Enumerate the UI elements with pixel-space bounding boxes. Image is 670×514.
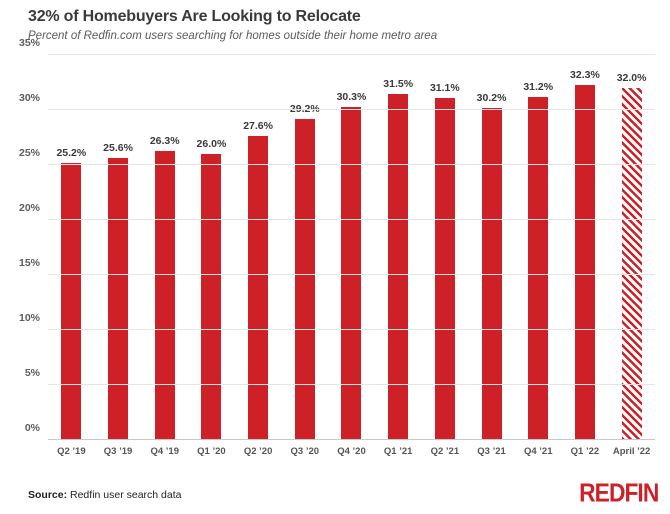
gridline: [48, 109, 655, 110]
bar: [341, 106, 362, 440]
chart-title: 32% of Homebuyers Are Looking to Relocat…: [28, 8, 361, 25]
source-label: Source:: [28, 489, 68, 501]
bar-column: 25.2%: [48, 55, 95, 440]
bar: [294, 118, 315, 440]
bar-value-label: 26.0%: [196, 138, 227, 150]
bar-value-label: 27.6%: [243, 120, 273, 133]
bar-column: 32.0%: [608, 55, 655, 440]
bar-column: 31.2%: [515, 55, 562, 440]
bar: [201, 154, 222, 440]
bar-value-label: 30.2%: [476, 91, 507, 104]
bar-value-label: 30.3%: [336, 90, 367, 103]
y-tick-label: 35%: [18, 37, 40, 49]
bar-value-label: 26.3%: [149, 134, 180, 147]
bars: 25.2% 25.6% 26.3% 26.0% 27.6% 29.2% 30.3% 31.5%…: [48, 55, 655, 440]
bar-column: 25.6%: [95, 55, 142, 440]
bar-column: 31.1%: [422, 55, 469, 440]
y-tick-label: 15%: [18, 257, 40, 269]
y-tick-label: 0%: [24, 422, 40, 434]
y-tick-label: 20%: [18, 202, 40, 214]
y-tick-label: 5%: [24, 367, 40, 379]
bar-value-label: 25.2%: [56, 146, 87, 159]
bar: [481, 107, 502, 440]
gridline: [48, 219, 655, 220]
y-tick-label: 10%: [18, 312, 40, 324]
bar-value-label: 31.2%: [523, 80, 554, 93]
x-tick-label: Q3 ’21: [477, 446, 506, 457]
x-tick-label: Q1 ’22: [570, 446, 600, 457]
bar: [434, 97, 455, 440]
gridline: [48, 164, 655, 165]
bar-column: 26.3%: [141, 55, 188, 440]
x-axis-labels: Q2 ’19 Q3 ’19 Q4 ’19 Q1 ’20 Q2 ’20 Q3 ’20 Q4 ’…: [48, 446, 655, 457]
bar-column: 27.6%: [235, 55, 282, 440]
bar: [61, 162, 82, 440]
y-tick-label: 25%: [18, 147, 40, 159]
redfin-logo: REDFIN: [578, 479, 659, 509]
x-tick-label: Q2 ’19: [57, 446, 86, 457]
x-tick-label: April ’22: [612, 446, 651, 457]
bar-value-label: 31.5%: [383, 77, 414, 90]
bar-column: 29.2%: [281, 55, 328, 440]
x-tick-label: Q2 ’21: [430, 446, 460, 457]
bar-hatched: [621, 88, 642, 440]
source-note: Source: Redfin user search data: [28, 489, 182, 501]
bar-column: 31.5%: [375, 55, 422, 440]
bar-column: 30.3%: [328, 55, 375, 440]
x-tick-label: Q1 ’21: [383, 446, 413, 457]
bar-column: 32.3%: [562, 55, 609, 440]
bar-column: 26.0%: [188, 55, 235, 440]
x-tick-label: Q4 ’19: [150, 446, 179, 457]
x-tick-label: Q2 ’20: [243, 446, 273, 457]
bar-value-label: 29.2%: [289, 102, 320, 115]
gridline: [48, 329, 655, 330]
x-tick-label: Q1 ’20: [197, 446, 226, 457]
bar: [108, 158, 129, 440]
bar: [528, 96, 549, 440]
bar-value-label: 25.6%: [103, 142, 133, 155]
plot-area: 25.2% 25.6% 26.3% 26.0% 27.6% 29.2% 30.3% 31.5%…: [19, 37, 655, 440]
bar-value-label: 32.3%: [570, 68, 600, 81]
x-tick-label: Q3 ’20: [290, 446, 320, 457]
bar-value-label: 32.0%: [616, 72, 647, 84]
bar-value-label: 31.1%: [429, 81, 460, 94]
bar: [574, 84, 595, 440]
gridline: [48, 384, 655, 385]
x-tick-label: Q4 ’20: [337, 446, 366, 457]
x-axis-line: [48, 439, 655, 440]
x-tick-label: Q4 ’21: [523, 446, 553, 457]
source-text: Redfin user search data: [67, 489, 182, 501]
x-tick-label: Q3 ’19: [103, 446, 133, 457]
bar: [388, 93, 409, 440]
bar: [154, 150, 175, 440]
gridline: [48, 54, 655, 55]
gridline: [48, 274, 655, 275]
bar: [248, 136, 269, 440]
chart-subtitle: Percent of Redfin.com users searching fo…: [28, 30, 438, 42]
y-tick-label: 30%: [18, 92, 40, 104]
bar-column: 30.2%: [468, 55, 515, 440]
